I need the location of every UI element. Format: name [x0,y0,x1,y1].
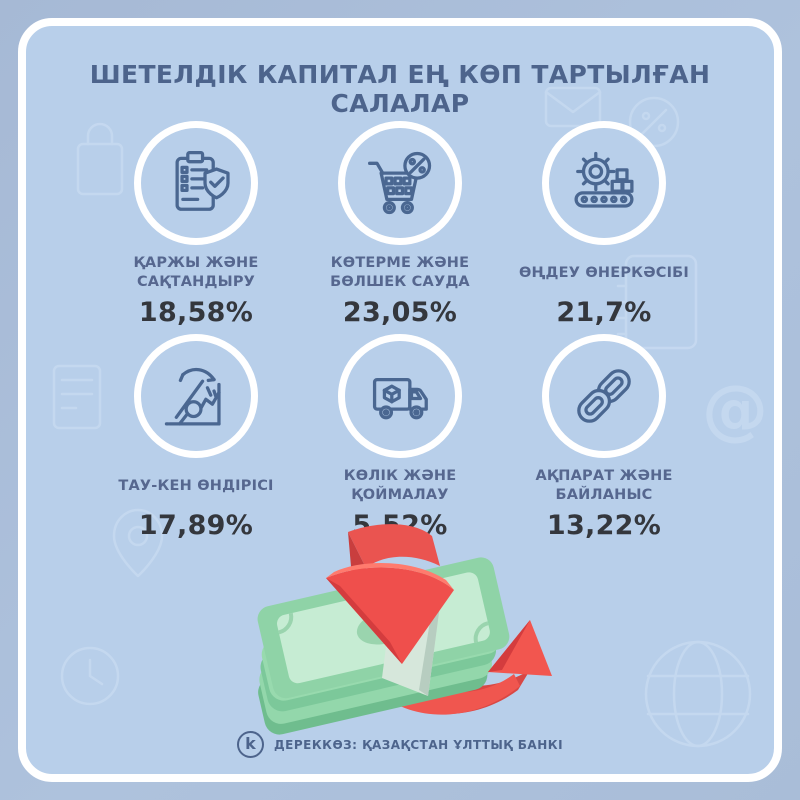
sector-label: КӨТЕРМЕ ЖӘНЕ БӨЛШЕК САУДА [330,255,470,290]
sector-icon-circle [338,121,462,245]
chain-link-icon [577,369,631,423]
sector-card-trade: КӨТЕРМЕ ЖӘНЕ БӨЛШЕК САУДА 23,05% [298,121,502,328]
doodle-at-sign-icon: @ [702,371,768,448]
money-stack-red-arrows-illustration [257,524,552,735]
footer-source: k ДЕРЕККӨЗ: ҚАЗАҚСТАН ҰЛТТЫҚ БАНКІ [26,731,774,758]
red-down-arrow [326,524,454,664]
sector-card-information: АҚПАРАТ ЖӘНЕ БАЙЛАНЫС 13,22% [502,334,706,541]
sector-icon-circle [542,121,666,245]
sector-grid: ҚАРЖЫ ЖӘНЕ САҚТАНДЫРУ 18,58% [94,121,706,541]
infographic-card: @ ШЕТЕЛДІК КАПИТАЛ ЕҢ КӨП ТАРТЫЛҒАН САЛА… [18,18,782,782]
truck-box-icon [372,377,428,420]
sector-card-mining: ТАУ-КЕН ӨНДІРІСІ 17,89% [94,334,298,541]
sector-value: 17,89% [138,510,254,541]
sector-value: 13,22% [546,510,662,541]
red-rebound-arrowhead [488,620,552,676]
sector-label: ӨҢДЕУ ӨНЕРКӘСІБІ [518,264,690,281]
sector-icon-circle [134,334,258,458]
sector-value: 23,05% [342,297,458,328]
sector-label: КӨЛІК ЖӘНЕ ҚОЙМАЛАУ [343,468,457,503]
page-title: ШЕТЕЛДІК КАПИТАЛ ЕҢ КӨП ТАРТЫЛҒАН САЛАЛА… [89,60,711,118]
sector-icon-circle [542,334,666,458]
sector-card-transport: КӨЛІК ЖӘНЕ ҚОЙМАЛАУ 5,52% [298,334,502,541]
sector-card-manufacturing: ӨҢДЕУ ӨНЕРКӘСІБІ 21,7% [502,121,706,328]
sector-value: 18,58% [138,297,254,328]
clipboard-shield-icon [175,151,230,211]
sector-label: ТАУ-КЕН ӨНДІРІСІ [118,477,274,494]
sector-icon-circle [134,121,258,245]
sector-icon-circle [338,334,462,458]
sector-value: 21,7% [556,297,652,328]
kapital-logo-icon: k [236,731,264,758]
pickaxe-icon [164,367,221,426]
gear-conveyor-icon [574,151,634,208]
doodle-clock-icon [60,646,120,706]
sector-label: АҚПАРАТ ЖӘНЕ БАЙЛАНЫС [535,468,673,503]
sector-label: ҚАРЖЫ ЖӘНЕ САҚТАНДЫРУ [133,255,259,290]
cart-percent-icon [368,151,432,215]
source-label: ДЕРЕККӨЗ: ҚАЗАҚСТАН ҰЛТТЫҚ БАНКІ [273,737,564,752]
sector-card-finance: ҚАРЖЫ ЖӘНЕ САҚТАНДЫРУ 18,58% [94,121,298,328]
